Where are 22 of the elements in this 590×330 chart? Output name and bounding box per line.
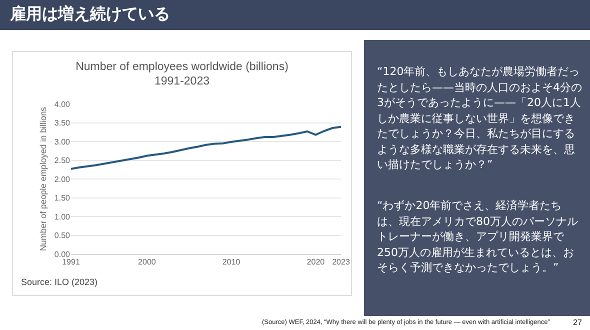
line-series xyxy=(71,126,341,170)
x-tick-label: 2010 xyxy=(222,258,241,267)
y-tick-label: 0.00 xyxy=(54,250,71,259)
x-tick-label: 2020 xyxy=(306,258,326,267)
text: “わずか20年前でさえ、経済学者たちは、現在アメリカで80万人のパーソナルトレーナーが働き、アプリ開発業界で250万人の雇用が生まれているとは、おそらく予測できなかったでしょう。” xyxy=(377,198,579,276)
y-tick-label: 1.00 xyxy=(54,212,71,222)
y-tick-label: 3.50 xyxy=(54,118,71,128)
y-tick-label: 3.00 xyxy=(54,137,71,146)
y-tick-label: 4.00 xyxy=(54,100,71,109)
x-tick-label: 1991 xyxy=(62,258,80,267)
chart-title: Number of employees worldwide (billions) 1991-2023 xyxy=(76,60,289,88)
y-tick-label: 2.00 xyxy=(54,174,71,184)
text: 雇用は増え続けている xyxy=(10,4,170,25)
y-axis-title: Number of people employed in billions xyxy=(38,106,48,252)
x-tick-label: 2000 xyxy=(138,258,156,267)
text: 27 xyxy=(573,318,582,327)
y-tick-label: 1.50 xyxy=(54,194,71,203)
source-note: Source: ILO (2023) xyxy=(21,277,98,287)
y-tick-label: 2.50 xyxy=(54,156,71,166)
x-tick-label: 2023 xyxy=(332,258,350,267)
y-tick-label: 0.50 xyxy=(54,231,71,240)
text: “120年前、もしあなたが農場労働者だったとしたら——当時の人口のおよそ4分の3がそうであったように——「20人に1人しか農業に従事しない世界」を想像できたでしょうか？今日、私たちが目にするような多様な職業が存在する未来を、思い描けたでしょうか？” xyxy=(377,64,582,172)
